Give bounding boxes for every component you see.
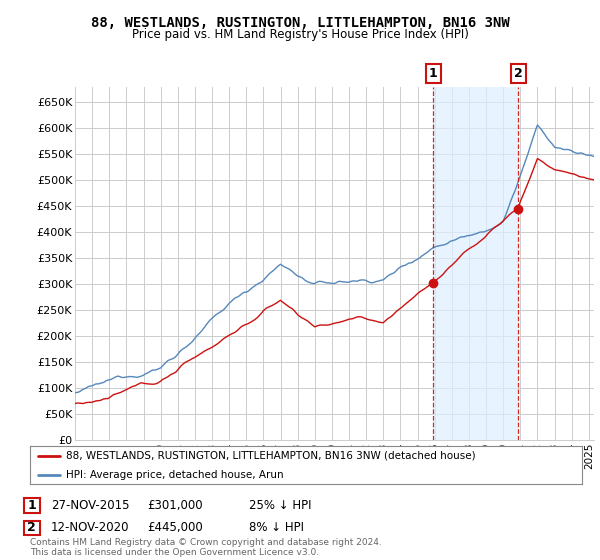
Text: 88, WESTLANDS, RUSTINGTON, LITTLEHAMPTON, BN16 3NW (detached house): 88, WESTLANDS, RUSTINGTON, LITTLEHAMPTON… — [66, 451, 476, 461]
Text: 1: 1 — [429, 67, 438, 80]
Bar — [433, 87, 518, 440]
Text: 8% ↓ HPI: 8% ↓ HPI — [249, 521, 304, 534]
Text: HPI: Average price, detached house, Arun: HPI: Average price, detached house, Arun — [66, 470, 284, 480]
Text: 1: 1 — [28, 498, 36, 512]
Text: 88, WESTLANDS, RUSTINGTON, LITTLEHAMPTON, BN16 3NW: 88, WESTLANDS, RUSTINGTON, LITTLEHAMPTON… — [91, 16, 509, 30]
Text: £445,000: £445,000 — [147, 521, 203, 534]
Text: £301,000: £301,000 — [147, 498, 203, 512]
Text: 2: 2 — [514, 67, 523, 80]
Text: 2: 2 — [28, 521, 36, 534]
Text: Contains HM Land Registry data © Crown copyright and database right 2024.
This d: Contains HM Land Registry data © Crown c… — [30, 538, 382, 557]
Text: 27-NOV-2015: 27-NOV-2015 — [51, 498, 130, 512]
Text: Price paid vs. HM Land Registry's House Price Index (HPI): Price paid vs. HM Land Registry's House … — [131, 28, 469, 41]
Text: 25% ↓ HPI: 25% ↓ HPI — [249, 498, 311, 512]
Text: 12-NOV-2020: 12-NOV-2020 — [51, 521, 130, 534]
